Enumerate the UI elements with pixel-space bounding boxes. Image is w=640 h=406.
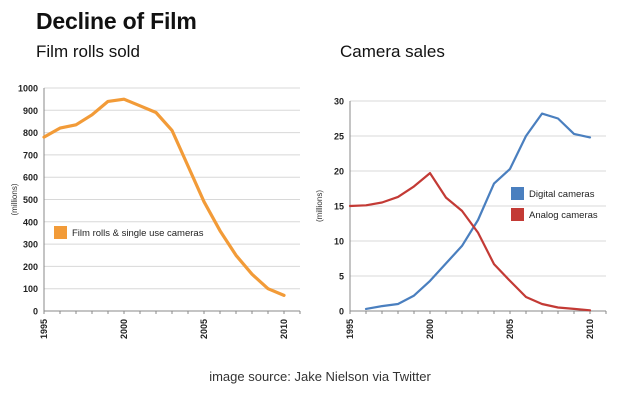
legend-swatch-digital-cameras	[511, 187, 524, 200]
series-line-digital-cameras	[364, 112, 592, 310]
chart1-ytick-label-0: 0	[339, 307, 344, 317]
chart0-ytick-label-400: 400	[23, 217, 38, 227]
chart0-ytick-label-1000: 1000	[18, 84, 38, 94]
chart0-ytick-label-800: 800	[23, 128, 38, 138]
legend-label-film-rolls-single-use-cameras: Film rolls & single use cameras	[72, 228, 204, 239]
camera-chart-title: Camera sales	[340, 42, 445, 61]
chart0-xtick-label-1995: 1995	[39, 319, 49, 339]
chart1-ytick-label-15: 15	[334, 202, 344, 212]
film-chart-title: Film rolls sold	[36, 42, 140, 61]
chart1-xtick-label-2005: 2005	[505, 319, 515, 339]
legend-swatch-analog-cameras	[511, 208, 524, 221]
chart0-ytick-label-700: 700	[23, 150, 38, 160]
chart1-xtick-label-2010: 2010	[585, 319, 595, 339]
chart1-ytick-label-10: 10	[334, 237, 344, 247]
chart1-ytick-label-25: 25	[334, 132, 344, 142]
chart1-xtick-label-1995: 1995	[345, 319, 355, 339]
chart0-ytick-label-500: 500	[23, 195, 38, 205]
chart1-ytick-label-20: 20	[334, 167, 344, 177]
chart0-ytick-label-200: 200	[23, 262, 38, 272]
chart0-y-axis-label: (millions)	[10, 183, 19, 215]
chart0-xtick-label-2000: 2000	[119, 319, 129, 339]
chart1-xtick-label-2000: 2000	[425, 319, 435, 339]
series-line-analog-cameras	[348, 172, 592, 312]
chart1-y-axis-label: (millions)	[315, 190, 324, 222]
legend-label-digital-cameras: Digital cameras	[529, 189, 595, 200]
chart0-ytick-label-300: 300	[23, 240, 38, 250]
chart0-ytick-label-600: 600	[23, 173, 38, 183]
chart1-ytick-label-30: 30	[334, 97, 344, 107]
chart0-ytick-label-100: 100	[23, 284, 38, 294]
chart0-ytick-label-900: 900	[23, 106, 38, 116]
chart0-xtick-label-2005: 2005	[199, 319, 209, 339]
chart0-xtick-label-2010: 2010	[279, 319, 289, 339]
page-title: Decline of Film	[36, 8, 197, 34]
image-source-caption: image source: Jake Nielson via Twitter	[209, 369, 431, 384]
chart0-ytick-label-0: 0	[33, 307, 38, 317]
legend-swatch-film-rolls-single-use-cameras	[54, 226, 67, 239]
series-line-film-rolls-single-use-cameras	[42, 97, 286, 297]
chart1-ytick-label-5: 5	[339, 272, 344, 282]
legend-label-analog-cameras: Analog cameras	[529, 210, 598, 221]
